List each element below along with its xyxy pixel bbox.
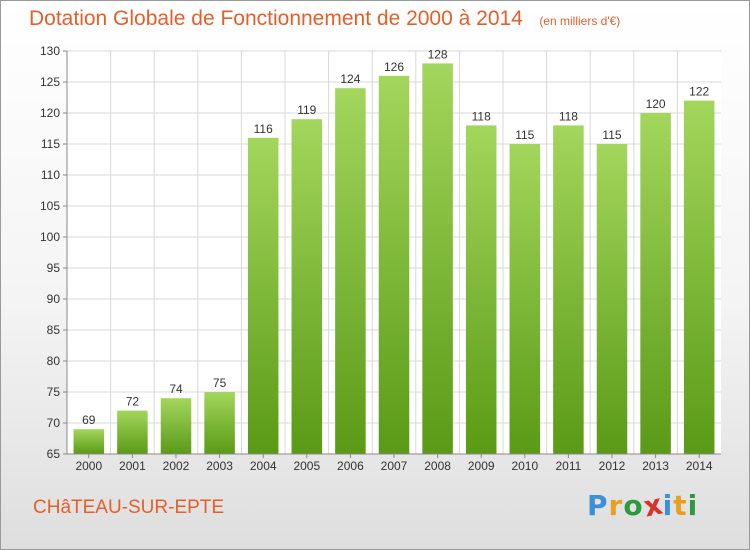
bar-2011 [553,125,584,455]
x-tick-label: 2001 [119,459,146,473]
y-tick-label: 95 [47,261,61,275]
x-tick-label: 2009 [468,459,495,473]
x-tick-label: 2007 [381,459,408,473]
value-label: 118 [559,109,578,123]
bar-2010 [509,144,541,454]
x-tick-label: 2014 [686,459,713,473]
axes: 65 70 75 80 85 90 95 100 105 110 115 120 125 130 2000 2… [40,44,721,473]
x-tick-label: 2000 [75,459,102,473]
value-label: 124 [340,72,360,86]
value-label: 116 [254,122,273,136]
value-label: 115 [515,128,534,142]
y-tick-label: 120 [40,106,60,120]
value-label: 128 [428,47,448,61]
bar-2002 [160,398,192,454]
y-tick-label: 90 [47,292,61,306]
bar-2000 [73,429,105,454]
chart-subtitle: (en milliers d'€) [539,14,621,28]
bar-2001 [117,410,148,454]
x-tick-label: 2004 [250,459,277,473]
bar-2008 [422,63,453,455]
value-label: 72 [126,395,140,409]
x-tick-label: 2008 [424,459,451,473]
logo-letter: o [623,489,644,522]
x-tick-label: 2010 [511,459,538,473]
value-label: 120 [646,97,666,111]
x-tick-label: 2005 [293,459,320,473]
bar-2013 [640,113,671,454]
y-tick-label: 130 [40,44,60,58]
y-tick-label: 105 [40,199,60,213]
y-tick-label: 65 [47,447,61,461]
value-label: 69 [82,413,96,427]
logo-letter: i [662,489,674,522]
bar-2012 [596,144,628,454]
y-tick-label: 85 [47,323,61,337]
logo-letter: i [687,489,699,522]
y-tick-label: 75 [47,385,61,399]
bar-2003 [204,392,235,454]
bar-2009 [465,125,497,455]
logo-letter: r [608,489,624,522]
value-label: 75 [213,376,227,390]
logo-letter: P [587,489,609,522]
y-tick-label: 125 [40,75,60,89]
bar-2014 [683,100,715,454]
y-tick-label: 110 [41,168,60,182]
logo-letter: t [673,489,688,522]
commune-name: CHâTEAU-SUR-EPTE [33,497,225,518]
x-tick-label: 2011 [555,459,581,473]
y-tick-label: 115 [41,137,60,151]
bar-2004 [247,137,279,455]
x-tick-label: 2003 [206,459,233,473]
bar-2007 [378,75,410,455]
bars [73,63,715,455]
chart-title: Dotation Globale de Fonctionnement de 20… [29,7,523,30]
x-tick-label: 2013 [642,459,669,473]
value-label: 115 [602,128,621,142]
value-label: 122 [689,85,709,99]
title-row: Dotation Globale de Fonctionnement de 20… [29,7,620,31]
y-tick-label: 80 [47,354,61,368]
x-tick-label: 2006 [337,459,364,473]
y-tick-label: 100 [40,230,60,244]
bar-2006 [335,88,366,454]
value-label: 118 [472,109,491,123]
value-label: 126 [384,60,404,74]
proxiti-logo: Proxiti [587,487,699,523]
value-labels: 69 72 74 75 116 119 124 126 128 118 115 118 115 120 12… [82,47,709,427]
x-tick-label: 2012 [599,459,626,473]
bar-2005 [291,119,323,454]
value-label: 74 [169,382,183,396]
x-tick-label: 2002 [163,459,190,473]
y-tick-label: 70 [47,416,61,430]
value-label: 119 [297,103,316,117]
